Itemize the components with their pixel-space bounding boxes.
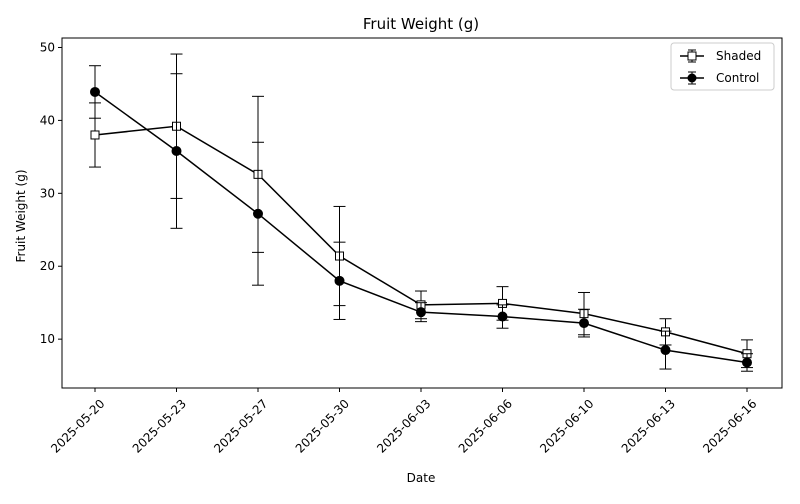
plot-frame <box>61 37 783 389</box>
x-tick-label: 2025-06-16 <box>700 397 759 456</box>
x-tick-label: 2025-05-23 <box>130 397 189 456</box>
plot-area: 10 20 30 40 50 2025-05-20 2025-05-23 2025-05-27… <box>40 40 775 456</box>
legend-control-marker <box>687 73 697 83</box>
control-point <box>579 318 589 329</box>
x-tick-label: 2025-06-10 <box>537 397 596 456</box>
shaded-point <box>90 130 100 140</box>
legend-shaded-marker <box>687 51 697 61</box>
control-point <box>171 146 182 157</box>
control-point <box>253 208 263 219</box>
x-tick-label: 2025-06-03 <box>374 397 433 456</box>
control-point <box>416 307 426 318</box>
control-point <box>497 311 508 322</box>
y-axis-label: Fruit Weight (g) <box>14 169 28 262</box>
x-tick-label: 2025-06-06 <box>456 397 515 456</box>
legend-control-label: Control <box>716 71 759 85</box>
legend: Shaded Control <box>670 42 775 91</box>
y-tick-label: 20 <box>40 259 55 273</box>
x-tick-label: 2025-05-30 <box>293 397 352 456</box>
control-point <box>660 345 671 356</box>
chart-title: Fruit Weight (g) <box>363 15 479 33</box>
control-point <box>90 86 100 97</box>
x-axis-label: Date <box>407 471 436 485</box>
control-point <box>742 357 752 368</box>
series-control <box>89 65 753 372</box>
x-tick-label: 2025-06-13 <box>619 397 678 456</box>
y-tick-label: 10 <box>40 332 55 346</box>
x-tick-label: 2025-05-20 <box>48 397 107 456</box>
x-tick-label: 2025-05-27 <box>211 397 270 456</box>
y-tick-label: 50 <box>40 40 55 54</box>
control-point <box>334 275 345 286</box>
legend-shaded-label: Shaded <box>716 49 761 63</box>
y-tick-label: 40 <box>40 113 55 127</box>
y-tick-label: 30 <box>40 186 55 200</box>
